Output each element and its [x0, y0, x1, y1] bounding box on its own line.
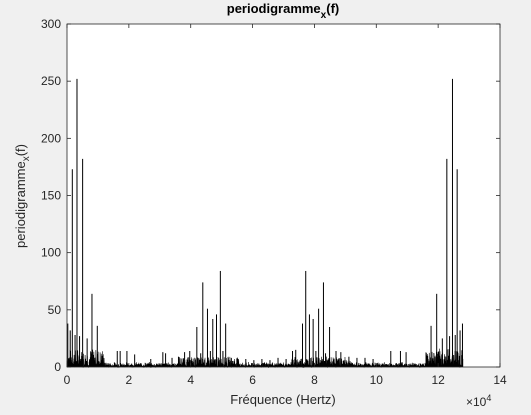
chart-title-main: periodigramme: [227, 1, 321, 16]
x-tick-label: 14: [493, 373, 507, 387]
y-tick-label: 50: [48, 303, 62, 317]
y-tick-label: 200: [41, 131, 61, 145]
y-tick-label: 150: [41, 189, 61, 203]
x-tick-label: 10: [370, 373, 384, 387]
axes-background: [67, 24, 500, 367]
x-axis-multiplier: ×104: [466, 393, 491, 409]
x-axis-multiplier-exponent: 4: [486, 393, 491, 403]
x-axis-multiplier-base: ×10: [466, 395, 487, 409]
chart-title: periodigrammex(f): [227, 1, 339, 21]
x-tick-label: 2: [126, 373, 133, 387]
y-axis-label-main: periodigramme: [13, 161, 28, 248]
y-tick-label: 0: [54, 360, 61, 374]
y-tick-label: 250: [41, 74, 61, 88]
x-tick-label: 12: [431, 373, 445, 387]
x-tick-label: 0: [64, 373, 71, 387]
y-tick-label: 300: [41, 17, 61, 31]
x-tick-label: 4: [187, 373, 194, 387]
y-axis-label: periodigrammex(f): [13, 144, 32, 248]
x-tick-label: 8: [311, 373, 318, 387]
y-axis-label-suffix: (f): [13, 144, 28, 156]
x-axis-label: Fréquence (Hertz): [230, 392, 335, 407]
chart-title-suffix: (f): [326, 1, 339, 16]
y-tick-label: 100: [41, 246, 61, 260]
x-tick-label: 6: [249, 373, 256, 387]
